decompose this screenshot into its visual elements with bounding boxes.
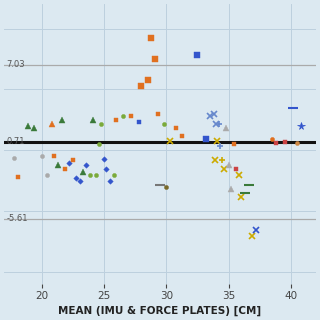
Text: 0.71: 0.71: [7, 137, 25, 146]
X-axis label: MEAN (IMU & FORCE PLATES) [CM]: MEAN (IMU & FORCE PLATES) [CM]: [59, 306, 261, 316]
Text: -5.61: -5.61: [7, 214, 28, 223]
Text: 7.03: 7.03: [7, 60, 25, 69]
